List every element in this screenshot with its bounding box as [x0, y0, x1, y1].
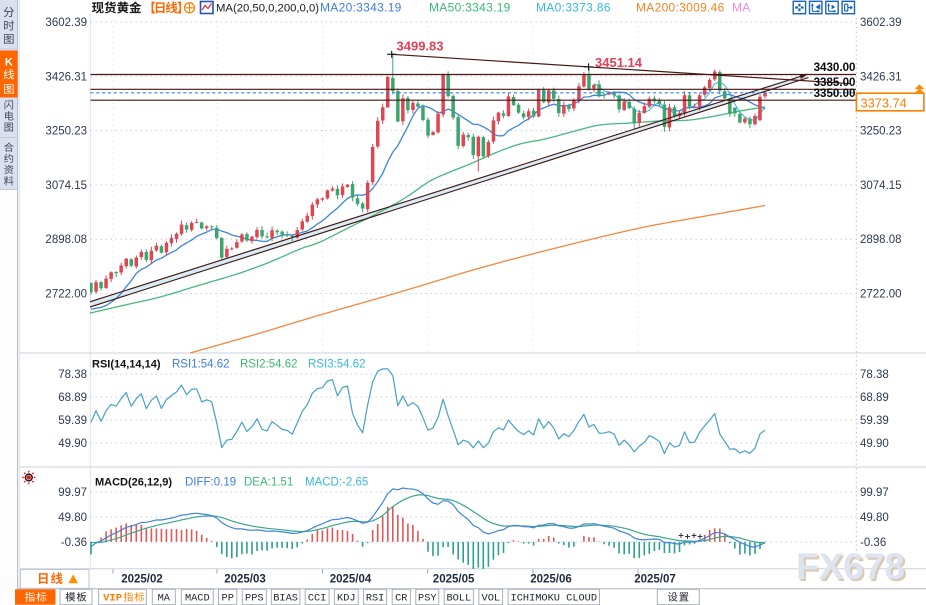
svg-text:3499.83: 3499.83 — [397, 39, 444, 54]
svg-text:2025/07: 2025/07 — [634, 574, 676, 586]
svg-text:2025/05: 2025/05 — [433, 574, 475, 586]
svg-text:BIAS: BIAS — [273, 592, 298, 604]
svg-text:3250.23: 3250.23 — [860, 126, 902, 138]
svg-text:2722.00: 2722.00 — [860, 289, 902, 301]
svg-text:99.97: 99.97 — [860, 487, 889, 499]
svg-text:68.89: 68.89 — [58, 392, 87, 404]
svg-text:3602.39: 3602.39 — [860, 17, 902, 29]
svg-text:59.39: 59.39 — [58, 415, 87, 427]
svg-text:PSY: PSY — [418, 592, 437, 604]
svg-text:2025/02: 2025/02 — [121, 574, 163, 586]
svg-text:49.90: 49.90 — [58, 438, 87, 450]
svg-text:MA: MA — [158, 592, 171, 604]
svg-text:3602.39: 3602.39 — [45, 17, 87, 29]
svg-text:2898.08: 2898.08 — [860, 234, 902, 246]
svg-text:ICHIMOKU CLOUD: ICHIMOKU CLOUD — [511, 592, 598, 604]
svg-text:3451.14: 3451.14 — [595, 55, 643, 70]
svg-text:68.89: 68.89 — [860, 392, 889, 404]
svg-text:2898.08: 2898.08 — [45, 234, 87, 246]
svg-text:MA200:3009.46: MA200:3009.46 — [636, 1, 725, 15]
svg-text:3250.23: 3250.23 — [45, 126, 87, 138]
svg-text:2025/03: 2025/03 — [224, 574, 266, 586]
svg-text:49.80: 49.80 — [58, 512, 87, 524]
svg-text:MACD: MACD — [185, 592, 210, 604]
svg-text:59.39: 59.39 — [860, 415, 889, 427]
svg-text:MA50:3343.19: MA50:3343.19 — [429, 1, 511, 15]
svg-text:K: K — [5, 56, 13, 68]
svg-text:-0.36: -0.36 — [860, 537, 886, 549]
svg-text:PPS: PPS — [245, 592, 264, 604]
svg-text:RSI2:54.62: RSI2:54.62 — [240, 359, 298, 371]
svg-text:MA: MA — [732, 1, 751, 15]
svg-text:2025/06: 2025/06 — [530, 574, 572, 586]
svg-text:KDJ: KDJ — [337, 592, 356, 604]
svg-text:PP: PP — [222, 592, 234, 604]
svg-text:DEA:1.51: DEA:1.51 — [244, 477, 293, 489]
svg-text:3430.00: 3430.00 — [814, 61, 856, 74]
svg-text:78.38: 78.38 — [860, 369, 889, 381]
svg-text:CR: CR — [395, 592, 407, 604]
svg-text:VOL: VOL — [482, 592, 501, 604]
svg-text:MA0:3373.86: MA0:3373.86 — [536, 1, 611, 15]
svg-text:-0.36: -0.36 — [61, 537, 87, 549]
svg-text:3074.15: 3074.15 — [45, 180, 87, 192]
svg-text:3426.31: 3426.31 — [45, 71, 87, 83]
svg-text:2025/04: 2025/04 — [330, 574, 372, 586]
svg-text:2722.00: 2722.00 — [45, 289, 87, 301]
svg-text:3350.00: 3350.00 — [814, 87, 856, 100]
svg-text:3385.00: 3385.00 — [814, 76, 856, 89]
svg-text:MA(20,50,0,200,0,0): MA(20,50,0,200,0,0) — [216, 3, 319, 15]
svg-text:RSI: RSI — [366, 592, 385, 604]
svg-text:FX678: FX678 — [798, 548, 907, 589]
svg-text:FX678: FX678 — [796, 546, 905, 587]
svg-text:MACD:-2.65: MACD:-2.65 — [305, 477, 368, 489]
svg-text:RSI3:54.62: RSI3:54.62 — [308, 359, 366, 371]
svg-text:DIFF:0.19: DIFF:0.19 — [185, 477, 236, 489]
svg-text:CCI: CCI — [308, 592, 327, 604]
svg-text:49.90: 49.90 — [860, 438, 889, 450]
svg-text:RSI(14,14,14): RSI(14,14,14) — [92, 359, 161, 371]
svg-text:RSI1:54.62: RSI1:54.62 — [172, 359, 230, 371]
svg-text:MA20:3343.19: MA20:3343.19 — [320, 1, 402, 15]
svg-text:BOLL: BOLL — [446, 592, 471, 604]
svg-text:3426.31: 3426.31 — [860, 71, 902, 83]
svg-text:49.80: 49.80 — [860, 512, 889, 524]
svg-text:MACD(26,12,9): MACD(26,12,9) — [95, 477, 172, 489]
svg-text:VIP: VIP — [103, 593, 122, 605]
svg-text:3373.74: 3373.74 — [861, 95, 907, 110]
svg-text:99.97: 99.97 — [58, 487, 87, 499]
svg-text:78.38: 78.38 — [58, 369, 87, 381]
svg-text:3074.15: 3074.15 — [860, 180, 902, 192]
